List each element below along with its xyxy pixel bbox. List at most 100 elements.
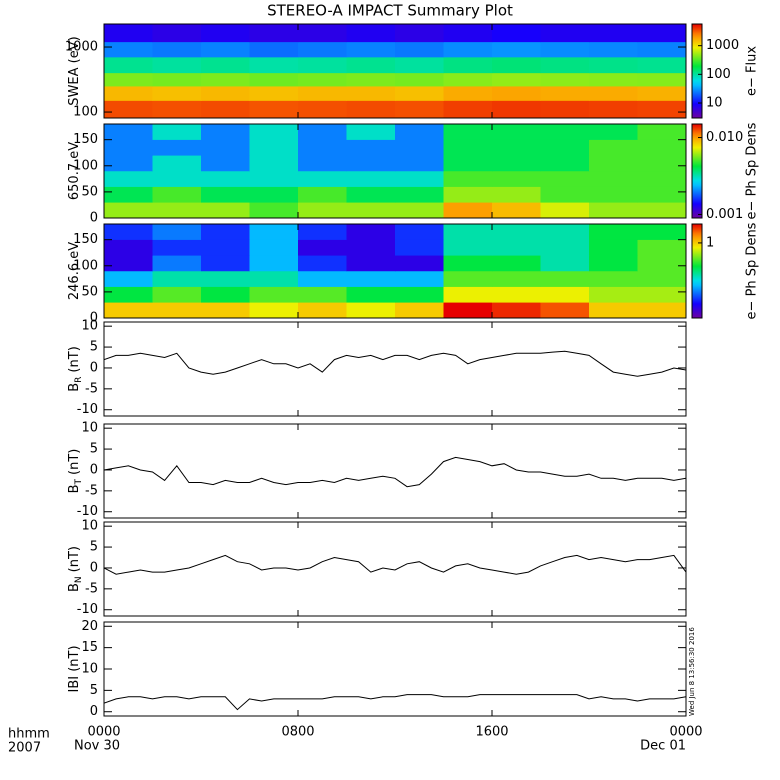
- spectrogram-cell: [298, 170, 347, 187]
- spectrogram-cell: [201, 100, 250, 118]
- y-tick-label: 10: [81, 319, 98, 334]
- colorbar-tick-label: 0.010: [706, 130, 743, 145]
- y-tick-label: 5: [90, 340, 98, 355]
- spectrogram-cell: [298, 270, 347, 287]
- data-line: [104, 350, 686, 377]
- spectrogram-cell: [298, 100, 347, 118]
- colorbar-tick-label: 0.001: [706, 207, 743, 222]
- panel-frame: [103, 621, 687, 717]
- y-tick-label: -5: [85, 381, 98, 396]
- spectrogram-cell: [540, 186, 590, 203]
- spectrogram-cell: [589, 170, 638, 187]
- spectrogram-cell: [589, 139, 638, 156]
- spectrogram-cell: [298, 286, 347, 303]
- spectrogram-cell: [589, 56, 638, 74]
- spectrogram-cell: [395, 72, 444, 87]
- spectrogram-cell: [540, 270, 590, 287]
- spectrogram-cell: [298, 186, 347, 203]
- spectrogram-cell: [249, 24, 299, 43]
- spectrogram-cell: [104, 56, 153, 74]
- y-axis-label-main: 246.6 eV: [67, 242, 82, 300]
- spectrogram-cell: [492, 124, 541, 140]
- panel-frame: [103, 423, 687, 519]
- spectrogram-cell: [589, 239, 638, 256]
- spectrogram-cell: [540, 100, 590, 118]
- y-tick-label: -10: [77, 504, 98, 519]
- spectrogram-cell: [298, 224, 347, 240]
- spectrogram-cell: [249, 270, 299, 287]
- spectrogram-cell: [346, 255, 396, 272]
- spectrogram-cell: [152, 239, 202, 256]
- spectrogram-cell: [201, 224, 250, 240]
- spectrogram-cell: [201, 202, 250, 218]
- timestamp: Wed Jun 8 13:56:30 2016: [688, 627, 696, 716]
- spectrogram-cell: [492, 286, 541, 303]
- spectrogram-cell: [152, 41, 202, 58]
- spectrogram-cell: [249, 286, 299, 303]
- spectrogram-cell: [443, 41, 493, 58]
- spectrogram-cell: [152, 100, 202, 118]
- spectrogram-cell: [346, 302, 396, 318]
- spectrogram-cell: [104, 202, 153, 218]
- spectrogram-cell: [152, 255, 202, 272]
- spectrogram-cell: [152, 186, 202, 203]
- spectrogram-cell: [249, 124, 299, 140]
- y-axis-label: BR (nT): [67, 346, 84, 392]
- spectrogram-cell: [443, 24, 493, 43]
- spectrogram-cell: [637, 24, 686, 43]
- spectrogram-cell: [298, 85, 347, 101]
- y-tick-label: 150: [73, 132, 98, 147]
- spectrogram-cell: [637, 100, 686, 118]
- y-tick-label: 0: [90, 704, 98, 719]
- spectrogram-cell: [492, 100, 541, 118]
- spectrogram-cell: [589, 302, 638, 318]
- spectrogram-cell: [540, 255, 590, 272]
- spectrogram-cell: [492, 139, 541, 156]
- y-tick-label: 15: [81, 640, 98, 655]
- y-tick-label: 5: [90, 442, 98, 457]
- y-tick-label: 0: [90, 311, 98, 326]
- spectrogram-cell: [152, 302, 202, 318]
- spectrogram-cell: [443, 170, 493, 187]
- spectrogram-cell: [346, 286, 396, 303]
- spectrogram-cell: [492, 255, 541, 272]
- spectrogram-cell: [201, 72, 250, 87]
- spectrogram-cell: [589, 85, 638, 101]
- data-line: [104, 456, 686, 488]
- panel-frame: [103, 223, 687, 319]
- spectrogram-cell: [637, 224, 686, 240]
- y-axis-label-main: B: [67, 583, 82, 592]
- spectrogram-cell: [395, 155, 444, 172]
- spectrogram-cell: [201, 286, 250, 303]
- spectrogram-cell: [104, 186, 153, 203]
- spectrogram-cell: [104, 100, 153, 118]
- spectrogram-cell: [637, 186, 686, 203]
- spectrogram-cell: [395, 170, 444, 187]
- spectrogram-cell: [152, 224, 202, 240]
- colorbar-tick-label: 100: [706, 67, 731, 82]
- x-tick-label: 1600: [475, 725, 508, 740]
- colorbar-tick-label: 1000: [706, 38, 739, 53]
- panel-frame: [103, 123, 687, 219]
- spectrogram-cell: [249, 302, 299, 318]
- spectrogram-cell: [540, 24, 590, 43]
- panel-frame: [103, 321, 687, 417]
- y-tick-label: 0: [90, 560, 98, 575]
- spectrogram-cell: [589, 72, 638, 87]
- spectrogram-cell: [589, 155, 638, 172]
- spectrogram-cell: [443, 202, 493, 218]
- spectrogram-cell: [152, 72, 202, 87]
- x-tick-label: 0000: [87, 725, 120, 740]
- spectrogram-cell: [201, 155, 250, 172]
- y-tick-label: 100: [73, 105, 98, 120]
- spectrogram-cell: [443, 224, 493, 240]
- spectrogram-cell: [395, 270, 444, 287]
- spectrogram-cell: [346, 72, 396, 87]
- spectrogram-cell: [395, 186, 444, 203]
- x-tick-label: 0000: [669, 725, 702, 740]
- spectrogram-cell: [540, 286, 590, 303]
- y-tick-label: 20: [81, 619, 98, 634]
- spectrogram-cell: [201, 270, 250, 287]
- spectrogram-cell: [395, 56, 444, 74]
- spectrogram-cell: [540, 139, 590, 156]
